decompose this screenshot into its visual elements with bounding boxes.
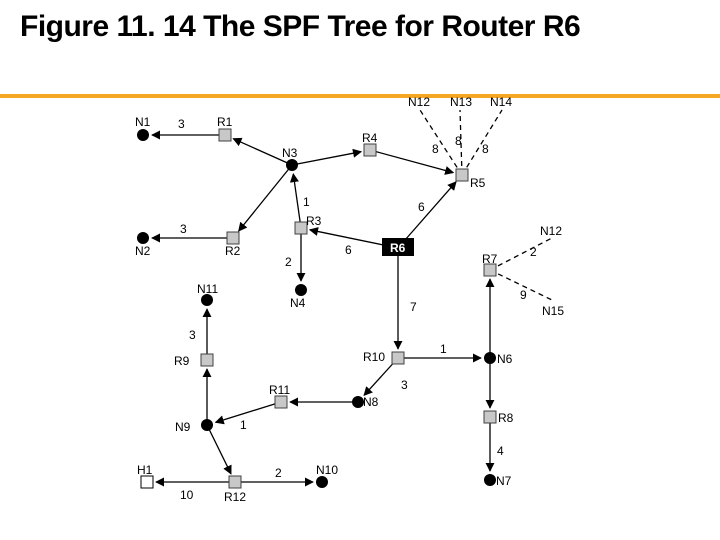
node-R12 <box>229 476 241 488</box>
node-label-N9: N9 <box>175 420 190 434</box>
node-label-R6: R6 <box>390 241 405 255</box>
node-label-N7: N7 <box>496 474 511 488</box>
edge-weight-R1-N1: 3 <box>178 117 185 131</box>
node-R11 <box>275 396 287 408</box>
edge-N3-R2 <box>239 165 292 231</box>
node-label-N4: N4 <box>290 296 305 310</box>
edge-weight-R6-R3: 6 <box>345 243 352 257</box>
node-label-R9: R9 <box>174 354 189 368</box>
edge-weight-R11-N9: 1 <box>240 418 247 432</box>
edge-weight-R7-N15: 9 <box>520 288 527 302</box>
node-label-N11: N11 <box>197 282 218 296</box>
edge-R3-N3 <box>293 174 301 228</box>
node-label-R2: R2 <box>225 244 240 258</box>
node-label-R10: R10 <box>363 350 385 364</box>
edge-weight-R10-N8: 3 <box>401 378 408 392</box>
edge-weight-R6-R10: 7 <box>410 300 417 314</box>
node-R8 <box>484 411 496 423</box>
node-label-R3: R3 <box>306 214 321 228</box>
node-label-R5: R5 <box>470 176 485 190</box>
edge-weight-R3-N4: 2 <box>285 255 292 269</box>
edge-N9-R12 <box>207 425 231 474</box>
edge-R11-N9 <box>216 402 281 422</box>
edge-weight-R5-N14: 8 <box>482 142 489 156</box>
node-label-R4: R4 <box>362 131 377 145</box>
node-label-N12: N12 <box>408 95 430 109</box>
node-N2 <box>137 232 149 244</box>
node-label-R7: R7 <box>482 252 497 266</box>
node-label-N15: N15 <box>542 304 564 318</box>
edge-weight-R12-N10: 2 <box>275 466 282 480</box>
edge-weight-R3-N3: 1 <box>303 195 310 209</box>
edge-weight-R8-N7: 4 <box>497 444 504 458</box>
node-R2 <box>227 232 239 244</box>
edge-weight-R5-N12: 8 <box>432 142 439 156</box>
edge-weight-R7-N12b: 2 <box>530 245 537 259</box>
graph-svg <box>0 0 720 540</box>
node-label-R8: R8 <box>498 411 513 425</box>
nodes-group <box>137 107 555 488</box>
node-R10 <box>392 352 404 364</box>
node-R1 <box>219 129 231 141</box>
node-N7 <box>484 474 496 486</box>
node-label-N13: N13 <box>450 95 472 109</box>
node-label-N14: N14 <box>490 95 512 109</box>
edge-N3-R4 <box>292 152 361 165</box>
node-label-N3: N3 <box>282 146 297 160</box>
node-label-R1: R1 <box>217 115 232 129</box>
node-N3 <box>286 159 298 171</box>
edge-weight-R6-R5: 6 <box>418 200 425 214</box>
node-label-N8: N8 <box>363 395 378 409</box>
node-label-N2: N2 <box>135 244 150 258</box>
node-R9 <box>201 354 213 366</box>
node-label-N10: N10 <box>316 463 338 477</box>
node-N1 <box>137 129 149 141</box>
node-N6 <box>484 352 496 364</box>
node-label-H1: H1 <box>137 463 152 477</box>
edge-weight-R5-N13: 8 <box>455 134 462 148</box>
node-N9 <box>201 419 213 431</box>
diagram-stage: Figure 11. 14 The SPF Tree for Router R6… <box>0 0 720 540</box>
edge-weight-R2-N2: 3 <box>180 222 187 236</box>
node-label-R11: R11 <box>269 383 290 397</box>
node-label-R12: R12 <box>224 490 246 504</box>
node-H1 <box>141 476 153 488</box>
node-label-N12b: N12 <box>540 224 562 238</box>
node-label-N6: N6 <box>497 352 512 366</box>
edge-R4-R5 <box>370 150 453 173</box>
node-label-N1: N1 <box>135 115 150 129</box>
edge-weight-R10-N6: 1 <box>440 342 447 356</box>
node-N10 <box>316 476 328 488</box>
node-R5 <box>456 169 468 181</box>
edge-weight-R12-H1: 10 <box>180 488 193 502</box>
node-R4 <box>364 144 376 156</box>
edge-weight-R9-N11: 3 <box>189 328 196 342</box>
edge-R7-N12b <box>490 238 552 270</box>
node-N4 <box>295 284 307 296</box>
